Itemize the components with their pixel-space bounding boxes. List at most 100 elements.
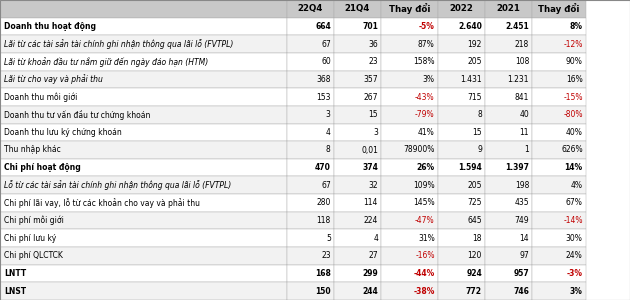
Text: 21Q4: 21Q4 [345,4,370,13]
Text: 3%: 3% [570,287,583,296]
Bar [485,0,532,18]
Bar [334,70,381,88]
Text: 205: 205 [467,57,482,66]
Bar [334,212,381,230]
Bar [0,141,287,159]
Text: 15: 15 [472,128,482,137]
Text: 23: 23 [369,57,378,66]
Bar [287,53,334,70]
Bar [381,265,438,282]
Bar [485,247,532,265]
Bar [287,247,334,265]
Bar [334,282,381,300]
Text: 1.594: 1.594 [458,163,482,172]
Bar [334,124,381,141]
Text: 8%: 8% [570,22,583,31]
Text: 2.640: 2.640 [458,22,482,31]
Text: 374: 374 [362,163,378,172]
Bar [532,282,586,300]
Bar [532,176,586,194]
Bar [0,247,287,265]
Text: Chi phí lưu ký: Chi phí lưu ký [4,234,56,243]
Bar [485,53,532,70]
Bar [438,141,485,159]
Bar [485,282,532,300]
Bar [381,35,438,53]
Bar [0,0,287,18]
Bar [438,194,485,212]
Bar [438,0,485,18]
Text: 14%: 14% [564,163,583,172]
Text: 108: 108 [515,57,529,66]
Bar [0,194,287,212]
Text: -16%: -16% [415,251,435,260]
Bar [485,265,532,282]
Bar [485,18,532,35]
Text: 8: 8 [326,146,331,154]
Text: 4%: 4% [571,181,583,190]
Bar [0,159,287,176]
Bar [532,106,586,124]
Bar [381,88,438,106]
Bar [485,194,532,212]
Bar [0,282,287,300]
Text: 67: 67 [321,181,331,190]
Bar [287,282,334,300]
Bar [334,53,381,70]
Text: 36: 36 [369,40,378,49]
Bar [334,18,381,35]
Bar [287,194,334,212]
Text: 2021: 2021 [497,4,520,13]
Bar [381,230,438,247]
Text: 267: 267 [364,93,378,102]
Bar [485,70,532,88]
Text: Lãi từ các tài sản tài chính ghi nhận thông qua lãi lỗ (FVTPL): Lãi từ các tài sản tài chính ghi nhận th… [4,39,233,49]
Bar [381,18,438,35]
Text: 772: 772 [466,287,482,296]
Text: LNTT: LNTT [4,269,26,278]
Bar [438,212,485,230]
Text: 9: 9 [477,146,482,154]
Text: -44%: -44% [413,269,435,278]
Text: 280: 280 [316,198,331,207]
Bar [287,0,334,18]
Text: 8: 8 [477,110,482,119]
Bar [381,53,438,70]
Bar [438,18,485,35]
Text: 5: 5 [326,234,331,243]
Bar [485,176,532,194]
Text: 67: 67 [321,40,331,49]
Text: Chi phí hoạt động: Chi phí hoạt động [4,163,81,172]
Text: 435: 435 [515,198,529,207]
Text: 1: 1 [524,146,529,154]
Bar [334,106,381,124]
Bar [532,88,586,106]
Text: Chi phí lãi vay, lỗ từ các khoản cho vay và phải thu: Chi phí lãi vay, lỗ từ các khoản cho vay… [4,198,200,208]
Text: -47%: -47% [415,216,435,225]
Text: 24%: 24% [566,251,583,260]
Text: 153: 153 [316,93,331,102]
Text: Doanh thu hoạt động: Doanh thu hoạt động [4,22,96,31]
Text: 1.231: 1.231 [508,75,529,84]
Bar [485,212,532,230]
Text: 3: 3 [326,110,331,119]
Text: 244: 244 [362,287,378,296]
Bar [0,176,287,194]
Bar [381,194,438,212]
Bar [381,124,438,141]
Text: 299: 299 [362,269,378,278]
Text: 3: 3 [373,128,378,137]
Bar [438,88,485,106]
Text: 2.451: 2.451 [505,22,529,31]
Text: 118: 118 [316,216,331,225]
Text: 2022: 2022 [450,4,473,13]
Bar [532,230,586,247]
Bar [532,265,586,282]
Bar [0,70,287,88]
Bar [0,88,287,106]
Text: Chi phí môi giới: Chi phí môi giới [4,216,64,225]
Text: Doanh thu lưu ký chứng khoán: Doanh thu lưu ký chứng khoán [4,128,122,137]
Bar [381,141,438,159]
Bar [287,70,334,88]
Text: 30%: 30% [566,234,583,243]
